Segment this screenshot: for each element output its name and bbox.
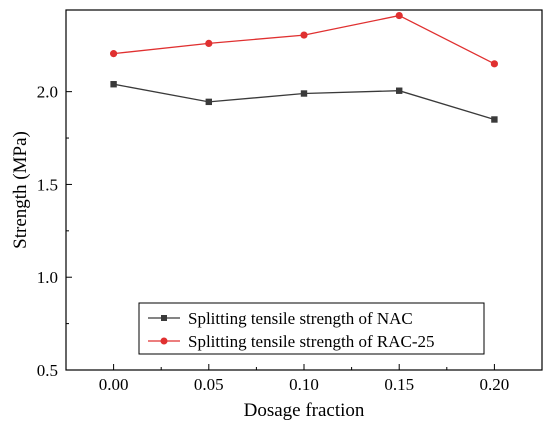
legend-marker-rac <box>160 337 168 345</box>
x-axis-title: Dosage fraction <box>244 400 365 421</box>
legend-box <box>138 302 485 355</box>
data-point-circle <box>490 60 498 68</box>
y-axis-title: Strength (MPa) <box>10 131 31 249</box>
data-point-circle <box>110 50 118 58</box>
x-tick-label: 0.15 <box>384 375 414 394</box>
y-tick-label: 1.5 <box>37 175 58 194</box>
data-point-circle <box>205 39 213 48</box>
x-tick-label: 0.00 <box>99 375 129 394</box>
data-point-square <box>110 81 117 88</box>
legend-marker-nac <box>161 315 167 321</box>
data-point-square <box>491 116 498 123</box>
series-line-0 <box>113 83 495 121</box>
data-point-circle <box>395 11 403 20</box>
x-tick-label: 0.05 <box>194 375 224 394</box>
data-point-square <box>205 98 212 106</box>
x-tick-label: 0.10 <box>289 375 319 394</box>
series-line-1 <box>113 14 495 65</box>
x-axis-ticks: 0.00 0.05 0.10 0.15 0.20 <box>99 364 510 394</box>
y-tick-label: 2.0 <box>37 83 58 102</box>
legend-label-rac: Splitting tensile strength of RAC-25 <box>188 332 435 351</box>
data-point-square <box>396 87 403 94</box>
data-point-circle <box>300 31 308 39</box>
y-tick-label: 0.5 <box>37 361 58 380</box>
series-layer <box>110 11 498 123</box>
y-tick-label: 1.0 <box>37 268 58 287</box>
legend: Splitting tensile strength of NAC Splitt… <box>138 302 485 355</box>
data-point-square <box>300 90 308 97</box>
y-axis-ticks: 0.5 1.0 1.5 2.0 <box>37 83 72 380</box>
legend-label-nac: Splitting tensile strength of NAC <box>188 309 413 328</box>
x-tick-label: 0.20 <box>480 375 510 394</box>
